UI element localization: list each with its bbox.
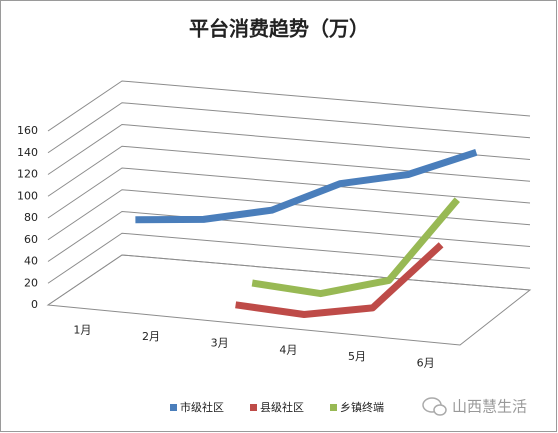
- y-tick-label: 120: [17, 168, 38, 181]
- series-line: [251, 197, 460, 298]
- legend-swatch: [330, 404, 337, 411]
- series-line: [235, 242, 444, 318]
- y-tick-label: 160: [17, 124, 38, 137]
- legend: 市级社区 县级社区 乡镇终端: [170, 400, 384, 414]
- watermark: 山西慧生活: [422, 397, 527, 416]
- legend-label: 乡镇终端: [340, 400, 384, 414]
- grid-line: [47, 80, 531, 132]
- grid-line: [47, 145, 531, 197]
- x-tick-label: 1月: [73, 323, 91, 336]
- series-line: [135, 148, 478, 224]
- chart-title: 平台消费趋势（万）: [189, 17, 369, 41]
- x-tick-label: 2月: [142, 330, 160, 343]
- grid-line: [47, 167, 531, 219]
- y-tick-label: 140: [17, 146, 38, 159]
- watermark-text: 山西慧生活: [452, 398, 527, 416]
- legend-swatch: [170, 404, 177, 411]
- y-tick-label: 80: [24, 211, 38, 224]
- y-tick-label: 20: [24, 276, 38, 289]
- grid-line: [47, 189, 531, 241]
- grid-line: [47, 210, 531, 262]
- grid-line: [47, 232, 531, 284]
- y-tick-label: 100: [17, 189, 38, 202]
- x-tick-label: 5月: [348, 350, 366, 363]
- x-tick-label: 3月: [211, 337, 229, 350]
- x-tick-label: 6月: [417, 357, 435, 370]
- watermark-icon: [433, 404, 447, 416]
- y-tick-label: 60: [24, 233, 38, 246]
- grid-line: [47, 102, 531, 154]
- x-tick-label: 4月: [279, 343, 297, 356]
- legend-swatch: [250, 404, 257, 411]
- y-tick-label: 40: [24, 255, 38, 268]
- legend-label: 县级社区: [260, 400, 304, 414]
- grid-line: [47, 123, 531, 175]
- y-tick-label: 0: [31, 298, 38, 311]
- legend-label: 市级社区: [180, 400, 224, 414]
